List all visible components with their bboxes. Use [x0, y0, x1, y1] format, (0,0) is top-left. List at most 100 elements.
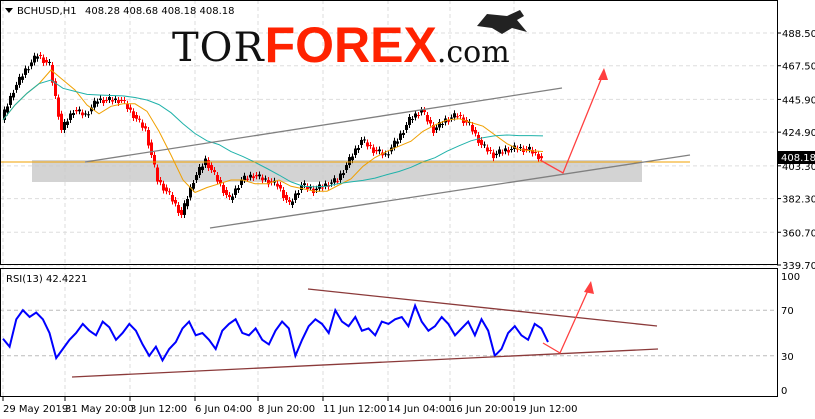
candle: [21, 76, 24, 80]
logo-com: .com: [436, 35, 510, 70]
channel-lower: [209, 154, 691, 229]
candle: [471, 124, 474, 132]
candle: [420, 110, 423, 113]
torforex-logo: TOR FOREX .com: [172, 10, 527, 71]
arrow-head: [598, 68, 608, 80]
candle: [300, 185, 303, 191]
candle: [354, 148, 357, 156]
candle: [321, 187, 324, 189]
ma-fast-line: [2, 69, 544, 194]
price-tick-label: 424.90: [782, 128, 815, 139]
candle: [519, 147, 522, 149]
candle: [255, 175, 258, 177]
candle: [402, 132, 405, 135]
candle: [315, 188, 318, 191]
candle: [81, 112, 84, 116]
candle: [240, 180, 243, 186]
price-tick-label: 339.70: [782, 261, 815, 272]
candle: [504, 148, 507, 152]
logo-tor: TOR: [172, 25, 265, 71]
candle: [291, 201, 294, 205]
candle: [384, 153, 387, 155]
time-tick-label: 29 May 2019: [3, 404, 68, 415]
candle: [429, 119, 432, 124]
candle: [408, 116, 411, 125]
current-price: 408.18: [781, 153, 815, 164]
candle: [282, 190, 285, 198]
candle: [120, 100, 123, 102]
candle: [75, 110, 78, 112]
price-tick-label: 403.30: [782, 162, 815, 173]
candle: [6, 106, 9, 113]
candle: [417, 115, 420, 117]
dropdown-icon[interactable]: [5, 8, 13, 13]
candle: [309, 187, 312, 189]
candle: [378, 149, 381, 152]
candle: [3, 109, 6, 120]
candle: [144, 126, 147, 129]
candle: [330, 182, 333, 184]
candle: [357, 147, 360, 151]
candle: [225, 190, 228, 195]
candle: [27, 69, 30, 71]
candle: [207, 160, 210, 169]
rsi-line: [2, 302, 549, 363]
candle: [147, 129, 150, 146]
candle: [414, 113, 417, 118]
candle: [540, 156, 543, 159]
candle: [66, 121, 69, 125]
rsi-tick-label: 70: [781, 306, 794, 317]
candle: [288, 199, 291, 202]
candle: [342, 173, 345, 176]
candle: [285, 194, 288, 200]
candle: [435, 127, 438, 130]
candle: [198, 167, 201, 176]
candle: [495, 153, 498, 156]
candle: [123, 100, 126, 102]
candle: [93, 100, 96, 108]
candle: [165, 187, 168, 192]
candle: [456, 116, 459, 118]
time-tick-label: 6 Jun 04:00: [195, 404, 252, 415]
candle: [90, 107, 93, 112]
candle: [189, 187, 192, 198]
candle: [210, 165, 213, 171]
candle: [306, 186, 309, 190]
candle: [168, 191, 171, 193]
candle: [498, 149, 501, 154]
rsi-trend-upper: [307, 288, 658, 327]
candle: [276, 183, 279, 187]
candle: [180, 209, 183, 215]
candle: [96, 101, 99, 104]
candle: [426, 115, 429, 122]
candle: [249, 174, 252, 178]
time-tick-label: 19 Jun 12:00: [514, 404, 578, 415]
rsi-forecast-arrow: [542, 285, 591, 354]
candle: [507, 149, 510, 153]
time-tick-label: 8 Jun 20:00: [258, 404, 315, 415]
rsi-arrow-head: [584, 281, 594, 294]
time-tick-label: 11 Jun 12:00: [323, 404, 387, 415]
candle: [294, 193, 297, 200]
candle: [405, 124, 408, 130]
rsi-tick-label: 100: [781, 272, 800, 283]
candle: [138, 118, 141, 120]
candle: [219, 180, 222, 184]
candle: [396, 141, 399, 144]
candle: [87, 114, 90, 116]
candle: [156, 167, 159, 182]
candle: [510, 148, 513, 150]
candle: [36, 56, 39, 59]
candle: [234, 188, 237, 195]
candle: [54, 81, 57, 96]
candle: [174, 199, 177, 204]
candle: [360, 139, 363, 145]
candle: [411, 119, 414, 121]
time-tick-label: 14 Jun 04:00: [388, 404, 452, 415]
price-tick-label: 445.90: [782, 95, 815, 106]
candle: [24, 68, 27, 75]
candle: [486, 147, 489, 152]
current-price-badge: [778, 151, 815, 164]
